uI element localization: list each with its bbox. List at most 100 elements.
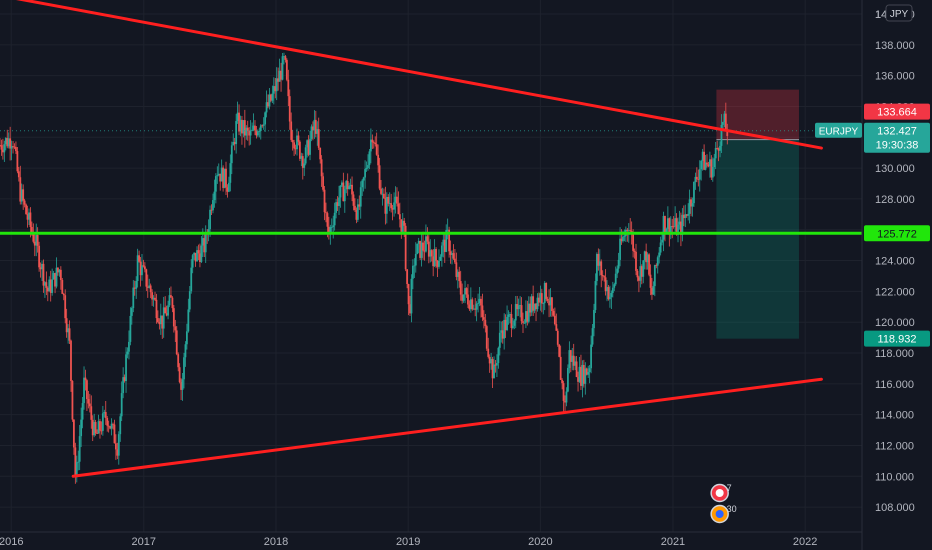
candle	[6, 129, 9, 149]
candle	[138, 250, 140, 263]
candle-body	[527, 303, 530, 322]
event-badge-1[interactable]: 7	[710, 483, 732, 503]
candle-body	[653, 265, 656, 287]
candle	[110, 418, 113, 436]
candle	[393, 192, 395, 217]
candle-body	[183, 357, 185, 380]
candle	[122, 367, 125, 399]
candle	[651, 278, 653, 300]
candle-body	[83, 377, 85, 404]
candle	[543, 281, 546, 311]
candle	[454, 249, 456, 265]
candle-body	[477, 303, 479, 304]
stop-loss-label: 133.664	[864, 103, 930, 120]
candle-body	[143, 266, 146, 270]
candle	[148, 278, 151, 289]
horizontal-level-label: 125.772	[864, 225, 930, 242]
candle	[487, 337, 490, 359]
candle	[338, 185, 340, 216]
candle-body	[159, 315, 162, 325]
event-badge-2[interactable]: 30	[710, 504, 737, 524]
candle	[643, 250, 646, 270]
candle	[90, 395, 93, 429]
candle	[551, 297, 553, 317]
candle-body	[571, 355, 574, 362]
candle	[83, 366, 85, 410]
candle-body	[249, 130, 252, 136]
candle	[285, 58, 288, 82]
candle-body	[669, 225, 672, 235]
candle-body	[648, 254, 650, 275]
candle-body	[372, 142, 375, 144]
candle-body	[393, 202, 395, 210]
candle-body	[403, 220, 406, 226]
candle	[339, 185, 342, 208]
drawings[interactable]	[0, 0, 862, 478]
x-tick-label: 2016	[0, 536, 23, 548]
candle	[400, 219, 403, 239]
candle-body	[510, 314, 513, 329]
y-tick-label: 116.000	[875, 379, 914, 391]
candle-body	[112, 423, 114, 425]
candle-body	[562, 383, 565, 401]
candle	[361, 179, 364, 197]
candle	[48, 276, 51, 292]
candle	[610, 290, 613, 310]
candle-body	[578, 366, 581, 382]
candle-body	[232, 142, 235, 146]
candle-body	[135, 281, 138, 289]
candle	[12, 140, 14, 154]
candle-body	[439, 256, 442, 261]
candle	[117, 431, 120, 465]
candle-body	[611, 287, 614, 293]
candle-body	[616, 268, 619, 274]
candle-body	[662, 216, 665, 240]
candle-body	[188, 291, 191, 310]
candle	[536, 293, 539, 312]
candle	[703, 144, 705, 171]
candle-body	[349, 184, 352, 187]
candle-body	[329, 227, 332, 235]
candle-body	[549, 297, 552, 306]
candle-body	[587, 372, 590, 375]
candle	[262, 117, 265, 130]
candle	[9, 126, 12, 161]
candle-body	[390, 203, 393, 209]
candle-body	[446, 229, 449, 231]
candle	[172, 304, 175, 333]
candle	[584, 362, 587, 395]
short-position-tool[interactable]	[716, 89, 799, 339]
candle	[106, 415, 109, 432]
candle-body	[290, 121, 293, 140]
candle	[701, 148, 704, 171]
candle-body	[165, 313, 168, 316]
candle-body	[509, 314, 511, 315]
candle	[0, 138, 1, 147]
candle-body	[309, 138, 311, 155]
candle	[594, 273, 597, 313]
candle-body	[28, 212, 30, 220]
event-badges[interactable]: 7 30	[710, 483, 737, 524]
candle-body	[13, 146, 16, 148]
candle-body	[359, 187, 362, 207]
candle-body	[162, 307, 165, 329]
candle	[425, 224, 427, 253]
candle-body	[230, 145, 233, 164]
candle-body	[93, 421, 96, 436]
candle-body	[656, 257, 659, 266]
candle-body	[152, 297, 155, 300]
candle	[451, 250, 453, 265]
candle-body	[120, 393, 123, 417]
candle	[614, 266, 617, 286]
candle	[433, 239, 436, 267]
candle-body	[388, 203, 391, 204]
candle	[265, 90, 268, 118]
candle-body	[241, 119, 243, 134]
candle	[567, 364, 569, 393]
candle	[52, 270, 55, 280]
candle	[342, 172, 345, 202]
candle	[571, 347, 574, 371]
candle-body	[487, 348, 490, 357]
candle	[565, 387, 568, 407]
